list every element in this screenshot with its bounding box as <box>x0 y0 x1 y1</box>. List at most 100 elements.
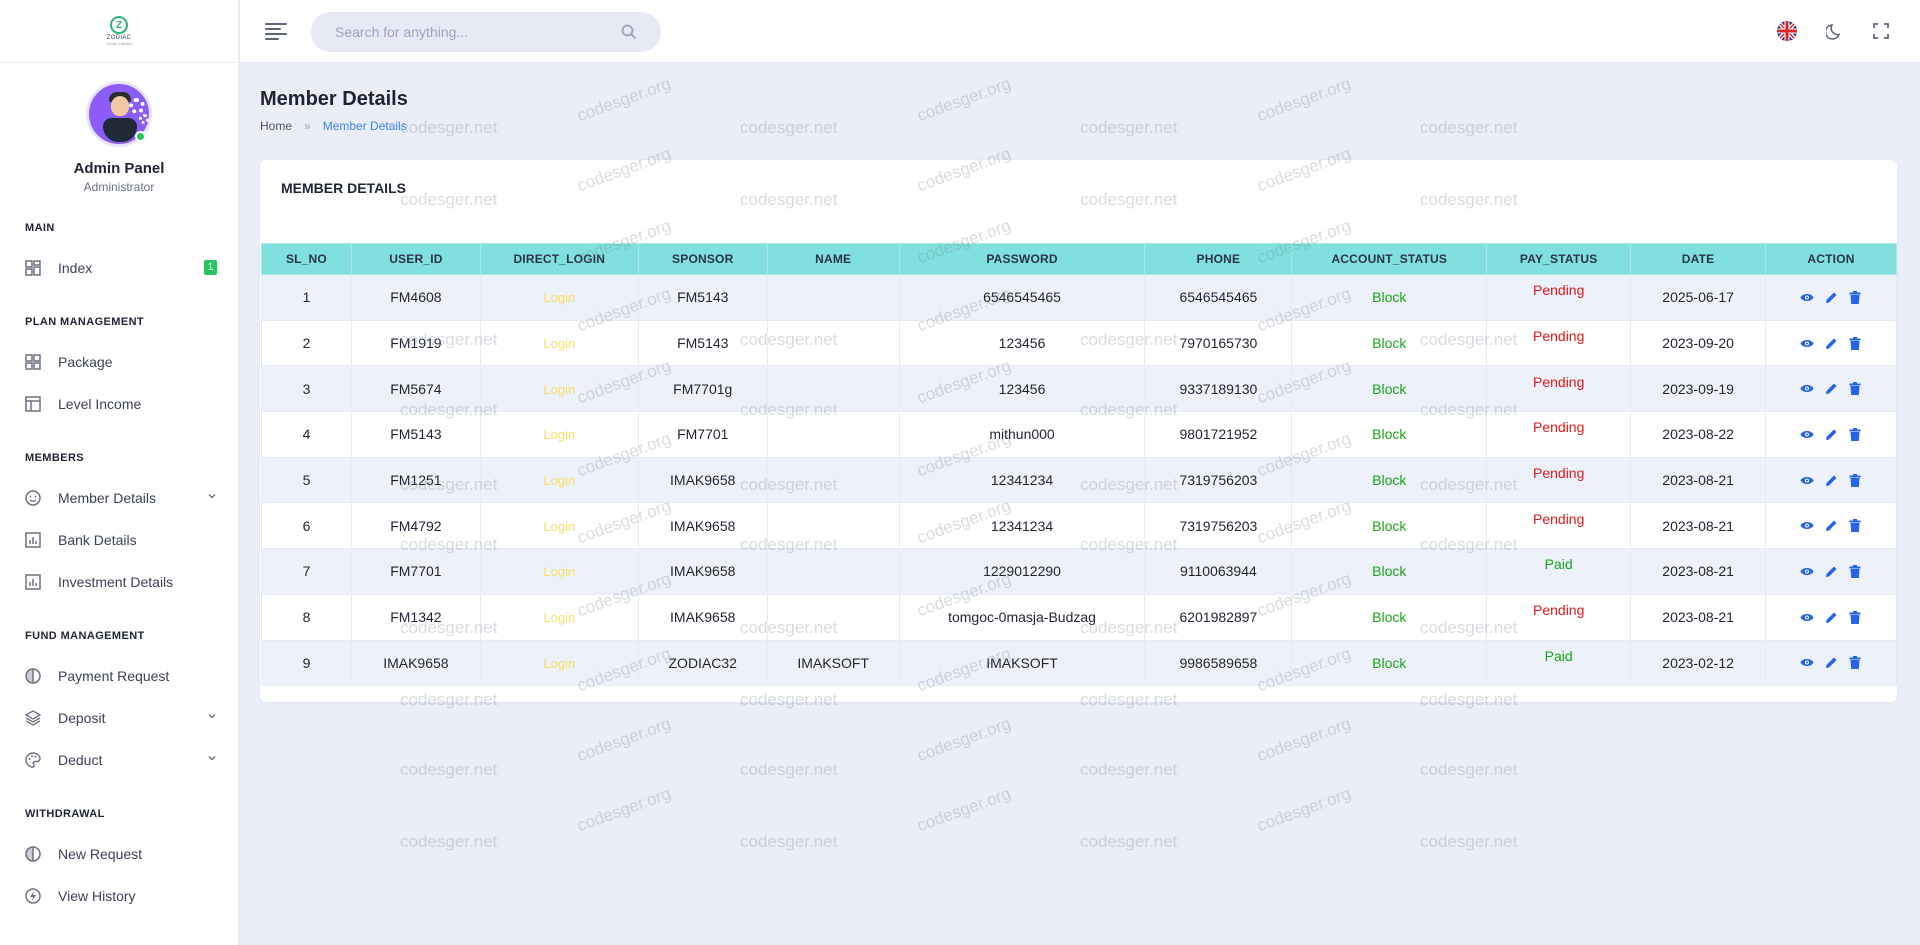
cell-date-text: 2023-08-22 <box>1662 426 1734 443</box>
profile: Admin Panel Administrator <box>0 63 238 194</box>
cell-sponsor: IMAK9658 <box>637 502 768 550</box>
cell-action <box>1765 411 1897 458</box>
cell-direct-login-text[interactable]: Login <box>543 610 576 626</box>
sidebar-item-label: Member Details <box>58 490 157 506</box>
sidebar-item-deduct[interactable]: Deduct <box>0 740 239 780</box>
eye-icon[interactable] <box>1800 519 1814 533</box>
cell-sl-no: 3 <box>261 365 352 413</box>
uk-flag-icon[interactable] <box>1776 20 1798 42</box>
menu-toggle-icon[interactable] <box>265 23 287 40</box>
package-icon <box>24 353 42 371</box>
cell-user-id-text: FM1919 <box>390 335 442 352</box>
cell-user-id-text: IMAK9658 <box>383 654 449 671</box>
cell-account-status: Block <box>1291 274 1488 321</box>
cell-account-status-text: Block <box>1372 289 1407 306</box>
moon-icon[interactable] <box>1824 20 1846 42</box>
cell-direct-login-text[interactable]: Login <box>543 564 576 580</box>
cell-sponsor: IMAK9658 <box>637 548 768 595</box>
chevron-down-icon <box>207 753 217 766</box>
eye-icon[interactable] <box>1800 610 1814 624</box>
trash-icon[interactable] <box>1848 336 1862 350</box>
pencil-icon[interactable] <box>1824 473 1838 487</box>
eye-icon[interactable] <box>1800 336 1814 350</box>
cell-direct-login-text[interactable]: Login <box>543 336 576 352</box>
trash-icon[interactable] <box>1848 473 1862 487</box>
logo-text: ZODIAC <box>106 35 132 41</box>
section-members: MEMBERS <box>25 452 85 464</box>
cell-password-text: 1229012290 <box>983 563 1061 580</box>
search-icon[interactable] <box>621 24 637 40</box>
sidebar-item-label: Level Income <box>58 396 142 412</box>
sidebar-item-label: Package <box>58 354 113 370</box>
sidebar-item-investment-details[interactable]: Investment Details <box>0 562 239 602</box>
pencil-icon[interactable] <box>1824 564 1838 578</box>
eye-icon[interactable] <box>1800 290 1814 304</box>
trash-icon[interactable] <box>1848 382 1862 396</box>
cell-direct-login-text[interactable]: Login <box>543 518 576 534</box>
cell-pay-status: Pending <box>1486 411 1632 458</box>
cell-direct-login-text[interactable]: Login <box>543 473 576 489</box>
member-table: SL_NO USER_ID DIRECT_LOGIN SPONSOR NAME PASSW… <box>261 243 1897 687</box>
breadcrumb-home[interactable]: Home <box>260 119 293 133</box>
pencil-icon[interactable] <box>1824 656 1838 670</box>
trash-icon[interactable] <box>1848 564 1862 578</box>
sidebar-item-label: Investment Details <box>58 574 174 590</box>
cell-sl-no-text: 5 <box>302 472 311 489</box>
cell-phone: 9986589658 <box>1144 639 1293 687</box>
layers-icon <box>24 709 42 727</box>
pencil-icon[interactable] <box>1824 519 1838 533</box>
cell-pay-status: Pending <box>1486 593 1632 641</box>
eye-icon[interactable] <box>1800 382 1814 396</box>
trash-icon[interactable] <box>1848 519 1862 533</box>
cell-date-text: 2023-08-21 <box>1662 563 1734 580</box>
eye-icon[interactable] <box>1800 427 1814 441</box>
cell-direct-login-text[interactable]: Login <box>543 290 576 306</box>
sidebar-item-level-income[interactable]: Level Income <box>0 384 239 424</box>
cell-direct-login-text[interactable]: Login <box>543 381 576 397</box>
cell-sponsor: IMAK9658 <box>637 456 768 504</box>
cell-name <box>766 411 900 458</box>
trash-icon[interactable] <box>1848 290 1862 304</box>
column-header: SPONSOR <box>637 243 768 275</box>
pencil-icon[interactable] <box>1824 382 1838 396</box>
eye-icon[interactable] <box>1800 656 1814 670</box>
search-input[interactable] <box>335 12 615 52</box>
eye-icon[interactable] <box>1800 473 1814 487</box>
sidebar-item-new-request[interactable]: New Request <box>0 834 239 874</box>
cell-pay-status: Paid <box>1486 639 1632 687</box>
cell-direct-login-text[interactable]: Login <box>543 427 576 443</box>
cell-password-text: IMAKSOFT <box>986 654 1058 671</box>
avatar <box>86 81 152 147</box>
cell-action <box>1765 319 1897 367</box>
logo[interactable]: Z ZODIAC Group Limited <box>0 0 238 63</box>
watermark-text: codesger.net <box>400 832 498 851</box>
sidebar-item-deposit[interactable]: Deposit <box>0 698 239 738</box>
cell-direct-login-text[interactable]: Login <box>543 655 576 671</box>
watermark-text: codesger.org <box>914 783 1014 836</box>
sidebar-item-label: Bank Details <box>58 532 137 548</box>
sidebar-item-payment-request[interactable]: Payment Request <box>0 656 239 696</box>
cell-user-id: FM5674 <box>350 365 481 413</box>
trash-icon[interactable] <box>1848 610 1862 624</box>
cell-action <box>1765 365 1897 413</box>
cell-pay-status-text: Pending <box>1533 465 1585 482</box>
sidebar-item-package[interactable]: Package <box>0 342 239 382</box>
sidebar-item-view-history[interactable]: View History <box>0 876 239 916</box>
pencil-icon[interactable] <box>1824 610 1838 624</box>
cell-name <box>766 548 900 595</box>
trash-icon[interactable] <box>1848 656 1862 670</box>
fullscreen-icon[interactable] <box>1870 20 1892 42</box>
cell-sl-no-text: 3 <box>302 380 311 397</box>
watermark-text: codesger.org <box>574 73 674 126</box>
trash-icon[interactable] <box>1848 427 1862 441</box>
pencil-icon[interactable] <box>1824 427 1838 441</box>
sidebar-item-member-details[interactable]: Member Details <box>0 478 239 518</box>
cell-sponsor: FM7701g <box>637 365 768 413</box>
sidebar-item-bank-details[interactable]: Bank Details <box>0 520 239 560</box>
sidebar-item-index[interactable]: Index 1 <box>0 248 239 288</box>
cell-account-status: Block <box>1291 548 1488 595</box>
eye-icon[interactable] <box>1800 564 1814 578</box>
watermark-text: codesger.org <box>1254 73 1354 126</box>
pencil-icon[interactable] <box>1824 336 1838 350</box>
pencil-icon[interactable] <box>1824 290 1838 304</box>
